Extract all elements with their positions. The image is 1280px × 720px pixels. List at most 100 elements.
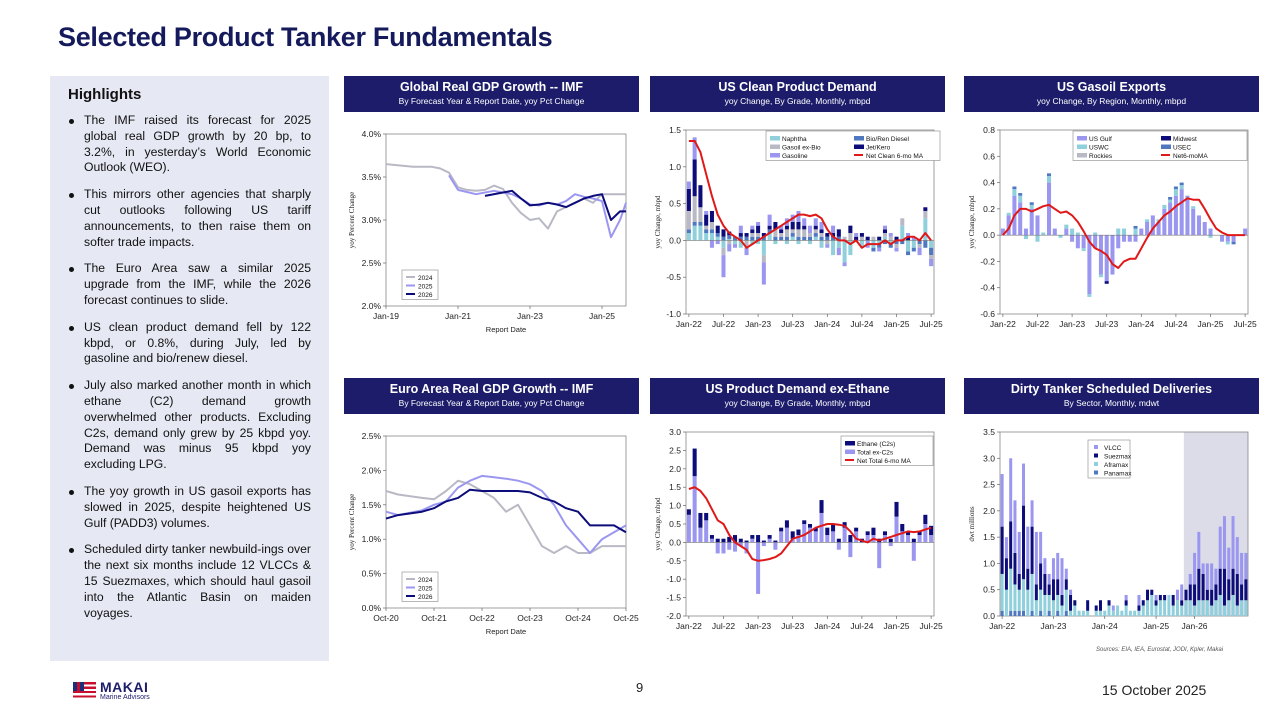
y-tick-label: 0.5 [669, 199, 681, 209]
chart-header: Dirty Tanker Scheduled Deliveries By Sec… [964, 378, 1259, 414]
y-tick-label: 3.5 [983, 427, 995, 437]
bar-Jet/Kero [692, 159, 697, 197]
bar-Suezmax [1214, 584, 1218, 601]
bar-US Gulf [1202, 222, 1207, 236]
line-Net6-moMA [1002, 197, 1246, 269]
bar-Bio/Ren Diesel [807, 236, 813, 241]
bar-Total ex-C2s [738, 542, 743, 547]
bar-Aframax [1222, 605, 1226, 616]
bar-Bio/Ren Diesel [750, 236, 755, 241]
legend-swatch [1094, 470, 1098, 475]
bar-Aframax [1167, 594, 1171, 616]
bar-VLCC [1004, 537, 1008, 559]
x-tick-label: Jan-24 [814, 621, 840, 631]
bar-Naphtha [796, 240, 801, 245]
bar-Total ex-C2s [842, 527, 847, 543]
bar-US Gulf [1018, 202, 1023, 236]
bar-Ethane (C2s) [900, 524, 905, 532]
bar-VLCC [1000, 474, 1004, 527]
x-tick-label: Jan-25 [884, 319, 910, 329]
legend-swatch [1077, 153, 1087, 158]
bar-VLCC [1026, 526, 1030, 569]
bar-VLCC [1188, 573, 1192, 585]
chart-header: Euro Area Real GDP Growth -- IMF By Fore… [344, 378, 639, 414]
legend-label: 2026 [418, 594, 433, 601]
bar-Gasoil ex-Bio [859, 236, 864, 241]
bar-USWC [1145, 219, 1150, 222]
bar-Suezmax [1231, 568, 1235, 595]
bar-Suezmax [1218, 568, 1222, 595]
bar-Aframax [1009, 568, 1013, 611]
line-Net Clean 6-mo MA [688, 140, 932, 249]
bar-Naphtha [836, 240, 841, 248]
bar-US Gulf [1006, 215, 1011, 236]
bar-Gasoline [882, 225, 887, 230]
bar-Total ex-C2s [767, 538, 772, 543]
x-tick-label: Oct-21 [421, 613, 447, 623]
x-tick-label: Jan-25 [589, 311, 615, 321]
legend-label: Gasoline [782, 153, 808, 160]
bar-Suezmax [1210, 589, 1214, 606]
bar-Total ex-C2s [865, 535, 870, 543]
bar-Gasoil ex-Bio [773, 229, 778, 237]
bar-Jet/Kero [767, 225, 772, 230]
bar-Aframax [1094, 610, 1098, 616]
bar-Gasoil ex-Bio [929, 255, 934, 259]
legend-swatch [770, 144, 780, 149]
bar-VLCC [1218, 526, 1222, 569]
bar-Gasoline [819, 222, 824, 230]
bar-Naphtha [709, 233, 714, 241]
bar-Total ex-C2s [744, 542, 749, 554]
bar-Gasoline [779, 225, 784, 230]
legend-label: 2025 [418, 284, 433, 291]
bar-Total ex-C2s [761, 542, 766, 547]
bar-Naphtha [911, 240, 916, 248]
legend-swatch [854, 136, 864, 141]
bar-Bio/Ren Diesel [836, 236, 841, 241]
bar-Aframax [1218, 594, 1222, 616]
bar-US Gulf [1196, 215, 1201, 236]
y-axis-label: dwt millions [968, 506, 976, 541]
bar-Naphtha [807, 240, 813, 245]
bar-Jet/Kero [923, 207, 928, 211]
bar-Jet/Kero [709, 210, 714, 222]
bar-Bio/Ren Diesel [923, 240, 928, 248]
bar-Gasoline [842, 262, 847, 267]
bar-Gasoline [715, 240, 720, 245]
bar-Bio/Ren Diesel [894, 240, 899, 245]
bar-Jet/Kero [894, 236, 899, 241]
bar-Naphtha [923, 218, 928, 241]
bar-Naphtha [877, 240, 882, 245]
line-Net Total 6-mo MA [688, 486, 932, 562]
bar-Naphtha [813, 236, 818, 241]
y-axis-label: yoy Change, mbpd [654, 497, 662, 551]
x-tick-label: Jan-22 [676, 621, 702, 631]
bar-Ethane (C2s) [686, 509, 691, 515]
bar-Suezmax [1201, 573, 1205, 601]
bar-Ethane (C2s) [911, 538, 916, 543]
bar-US Gulf [1150, 215, 1155, 236]
bar-Ethane (C2s) [813, 527, 818, 532]
bar-Suezmax [1205, 589, 1209, 601]
bar-Aframax [1051, 600, 1055, 616]
x-tick-label: Jul-22 [712, 621, 735, 631]
bar-Aframax [1124, 605, 1128, 616]
bar-Gasoil ex-Bio [888, 236, 893, 241]
bar-Naphtha [784, 240, 789, 245]
bar-US Gulf [1173, 195, 1178, 236]
x-tick-label: Jul-22 [1026, 319, 1049, 329]
bar-Ethane (C2s) [906, 531, 911, 536]
bar-Aframax [1210, 605, 1214, 616]
bar-US Gulf [1168, 202, 1173, 236]
bar-Ethane (C2s) [767, 535, 772, 539]
bar-USWC [1168, 199, 1173, 203]
plot-frame [685, 129, 935, 315]
bar-Aframax [1073, 605, 1077, 616]
bar-Naphtha [727, 238, 732, 241]
bar-VLCC [1222, 516, 1226, 569]
bar-Bio/Ren Diesel [831, 236, 836, 241]
y-tick-label: 1.5 [669, 125, 681, 135]
chart-panel-global-gdp: Global Real GDP Growth -- IMF By Forecas… [344, 76, 639, 346]
bar-US Gulf [1000, 228, 1005, 236]
chart-title: US Clean Product Demand [718, 80, 877, 94]
